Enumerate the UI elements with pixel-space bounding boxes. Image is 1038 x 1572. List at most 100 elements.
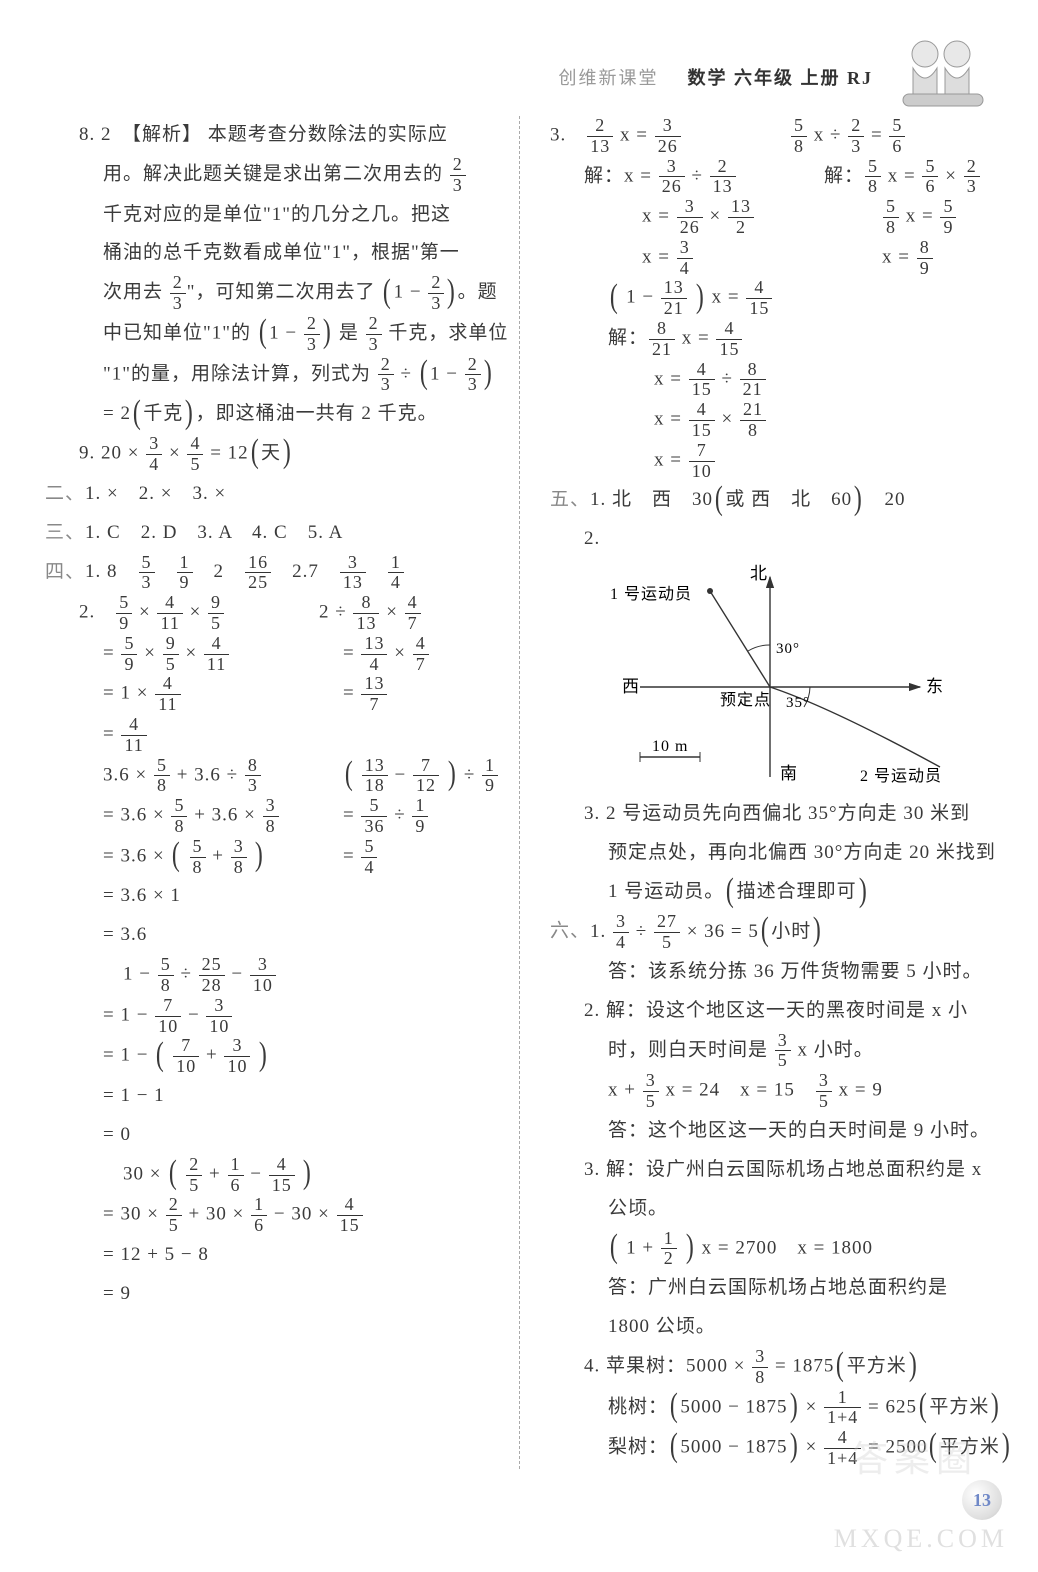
sec6-1a-text: 1. 34 ÷ 275 × 36 = 5(小时) [590, 921, 824, 942]
page: 创维新课堂 数学 六年级 上册 RJ 8. 2 【解析】 本题考查分数除法的实际… [0, 0, 1038, 1572]
calc-line: = 12 + 5 − 8 [45, 1236, 499, 1275]
calc-l: = 411 [103, 715, 343, 756]
svg-text:预定点: 预定点 [720, 691, 771, 709]
calc-l: = 3.6 × 58 + 3.6 × 38 [103, 796, 343, 837]
q8-line: "1"的量，用除法计算，列式为 23 ÷ (1 − 23) [45, 355, 499, 396]
svg-text:2 号运动员: 2 号运动员 [860, 767, 942, 785]
calc-l: = 3.6 [45, 916, 499, 955]
brand-text: 创维新课堂 [559, 68, 659, 88]
q8-line: 桶油的总千克数看成单位"1"，根据"第一 [45, 234, 499, 273]
eq-c-head: ( 1 − 1321 ) x = 415 [550, 278, 993, 319]
calc-r: ( 1318 − 712 ) ÷ 19 [343, 756, 499, 797]
sec6-2: 时，则白天时间是 35 x 小时。 [550, 1031, 993, 1072]
section-5-1: 五、1. 北 西 30(或 西 北 60) 20 [550, 481, 993, 520]
subject-text: 数学 六年级 上册 RJ [688, 68, 874, 88]
svg-text:1 号运动员: 1 号运动员 [610, 585, 692, 603]
q8-line: 用。解决此题关键是求出第二次用去的 23 [45, 155, 499, 196]
section-2: 二、1. × 2. × 3. × [45, 475, 499, 514]
eq-l: x = 326 × 132 [584, 197, 824, 238]
svg-text:东: 东 [926, 677, 944, 696]
section-4-1: 四、1. 8 53 19 2 1625 2.7 313 14 [45, 553, 499, 594]
sec6-4: 4. 苹果树：5000 × 38 = 1875(平方米) [550, 1347, 993, 1388]
eq-row: x = 34 x = 89 [550, 238, 993, 279]
calc-l: 2. 59 × 411 × 95 [79, 593, 319, 634]
section-6-1a: 六、1. 34 ÷ 275 × 36 = 5(小时) [550, 912, 993, 953]
calc-row: = 59 × 95 × 411 = 134 × 47 [45, 634, 499, 675]
watermark-url: MXQE.COM [834, 1524, 1008, 1554]
sec6-3: 1800 公顷。 [550, 1308, 993, 1347]
q8-line: 中已知单位"1"的 (1 − 23) 是 23 千克，求单位 [45, 314, 499, 355]
q8-line: 千克对应的是单位"1"的几分之几。把这 [45, 196, 499, 235]
page-header: 创维新课堂 数学 六年级 上册 RJ [45, 30, 993, 110]
calc-row: 3.6 × 58 + 3.6 ÷ 83 ( 1318 − 712 ) ÷ 19 [45, 756, 499, 797]
calc-row: = 1 × 411 = 137 [45, 674, 499, 715]
eq-l: x = 34 [584, 238, 824, 279]
sec6-3: 答：广州白云国际机场占地总面积约是 [550, 1269, 993, 1308]
eq-r: 58 x ÷ 23 = 56 [790, 116, 993, 157]
calc-line: = 1 − ( 710 + 310 ) [45, 1036, 499, 1077]
calc-row: = 3.6 × ( 58 + 38 ) = 54 [45, 837, 499, 878]
eq-r: 解：58 x = 56 × 23 [824, 157, 993, 198]
q8-line: 8. 2 【解析】 本题考查分数除法的实际应 [45, 116, 499, 155]
calc-line: = 30 × 25 + 30 × 16 − 30 × 415 [45, 1195, 499, 1236]
svg-text:南: 南 [780, 764, 798, 783]
q9-line: 9. 20 × 34 × 45 = 12(天) [45, 434, 499, 475]
calc-row: = 411 [45, 715, 499, 756]
calc-l: = 59 × 95 × 411 [103, 634, 343, 675]
q8-line: = 2(千克)，即这桶油一共有 2 千克。 [45, 395, 499, 434]
eq-c: x = 415 ÷ 821 [550, 360, 993, 401]
eq-row: x = 326 × 132 58 x = 59 [550, 197, 993, 238]
sec6-3: ( 1 + 12 ) x = 2700 x = 1800 [550, 1229, 993, 1270]
eq-c: x = 710 [550, 441, 993, 482]
right-column: 3. 213 x = 326 58 x ÷ 23 = 56 解：x = 326 … [519, 116, 993, 1469]
sec4-1-text: 1. 8 53 19 2 1625 2.7 313 14 [85, 561, 405, 582]
calc-row: 2. 59 × 411 × 95 2 ÷ 813 × 47 [45, 593, 499, 634]
svg-text:35°: 35° [786, 695, 810, 711]
sec2-text: 1. × 2. × 3. × [85, 483, 226, 504]
sec5-3: 1 号运动员。(描述合理即可) [550, 873, 993, 912]
calc-line: = 0 [45, 1116, 499, 1155]
eq-r: x = 89 [824, 238, 993, 279]
calc-l: = 1 × 411 [103, 674, 343, 715]
section-5-2: 2. [550, 520, 993, 559]
content-columns: 8. 2 【解析】 本题考查分数除法的实际应 用。解决此题关键是求出第二次用去的… [45, 116, 993, 1469]
calc-r: = 536 ÷ 19 [343, 796, 499, 837]
svg-text:北: 北 [750, 564, 768, 583]
eq-c: x = 415 × 218 [550, 400, 993, 441]
svg-text:30°: 30° [776, 641, 800, 657]
calc-r: = 54 [343, 837, 499, 878]
calc-r: 2 ÷ 813 × 47 [319, 593, 499, 634]
sec6-2: 答：这个地区这一天的白天时间是 9 小时。 [550, 1112, 993, 1151]
eq-c: 解：821 x = 415 [550, 319, 993, 360]
calc-head: 30 × ( 25 + 16 − 415 ) [45, 1155, 499, 1196]
eq-l: 解：x = 326 ÷ 213 [584, 157, 824, 198]
calc-l: = 3.6 × 1 [45, 877, 499, 916]
svg-text:10 m: 10 m [652, 738, 688, 755]
sec3-text: 1. C 2. D 3. A 4. C 5. A [85, 522, 343, 543]
watermark-cn: 答案圈 [852, 1430, 978, 1482]
page-number: 13 [962, 1480, 1002, 1520]
header-text: 创维新课堂 数学 六年级 上册 RJ [559, 64, 874, 90]
sec5-3: 预定点处，再向北偏西 30°方向走 20 米找到 [550, 834, 993, 873]
section-3: 三、1. C 2. D 3. A 4. C 5. A [45, 514, 499, 553]
calc-l: 3.6 × 58 + 3.6 ÷ 83 [103, 756, 343, 797]
left-column: 8. 2 【解析】 本题考查分数除法的实际应 用。解决此题关键是求出第二次用去的… [45, 116, 519, 1469]
calc-head: 1 − 58 ÷ 2528 − 310 [45, 955, 499, 996]
sec6-3: 公顷。 [550, 1190, 993, 1229]
calc-l: = 3.6 × ( 58 + 38 ) [103, 837, 343, 878]
calc-line: = 1 − 1 [45, 1077, 499, 1116]
calc-line: = 9 [45, 1275, 499, 1314]
sec5-1-text: 1. 北 西 30(或 西 北 60) 20 [590, 489, 905, 510]
calc-r: = 137 [343, 674, 499, 715]
compass-diagram: 北 南 东 西 预定点 1 号运动员 30° 2 号运动员 35° [580, 567, 960, 787]
calc-r: = 134 × 47 [343, 634, 499, 675]
q8-line: 次用去 23"，可知第二次用去了 (1 − 23)。题 [45, 273, 499, 314]
section-6-1b: 答：该系统分拣 36 万件货物需要 5 小时。 [550, 953, 993, 992]
sec6-4: 桃树：(5000 − 1875) × 11+4 = 625(平方米) [550, 1388, 993, 1429]
svg-text:西: 西 [622, 677, 640, 696]
eq-row: 解：x = 326 ÷ 213 解：58 x = 56 × 23 [550, 157, 993, 198]
sec5-3: 3. 2 号运动员先向西偏北 35°方向走 30 米到 [550, 795, 993, 834]
calc-row: = 3.6 × 58 + 3.6 × 38 = 536 ÷ 19 [45, 796, 499, 837]
eq-l: 3. 213 x = 326 [550, 116, 790, 157]
calc-line: = 1 − 710 − 310 [45, 996, 499, 1037]
